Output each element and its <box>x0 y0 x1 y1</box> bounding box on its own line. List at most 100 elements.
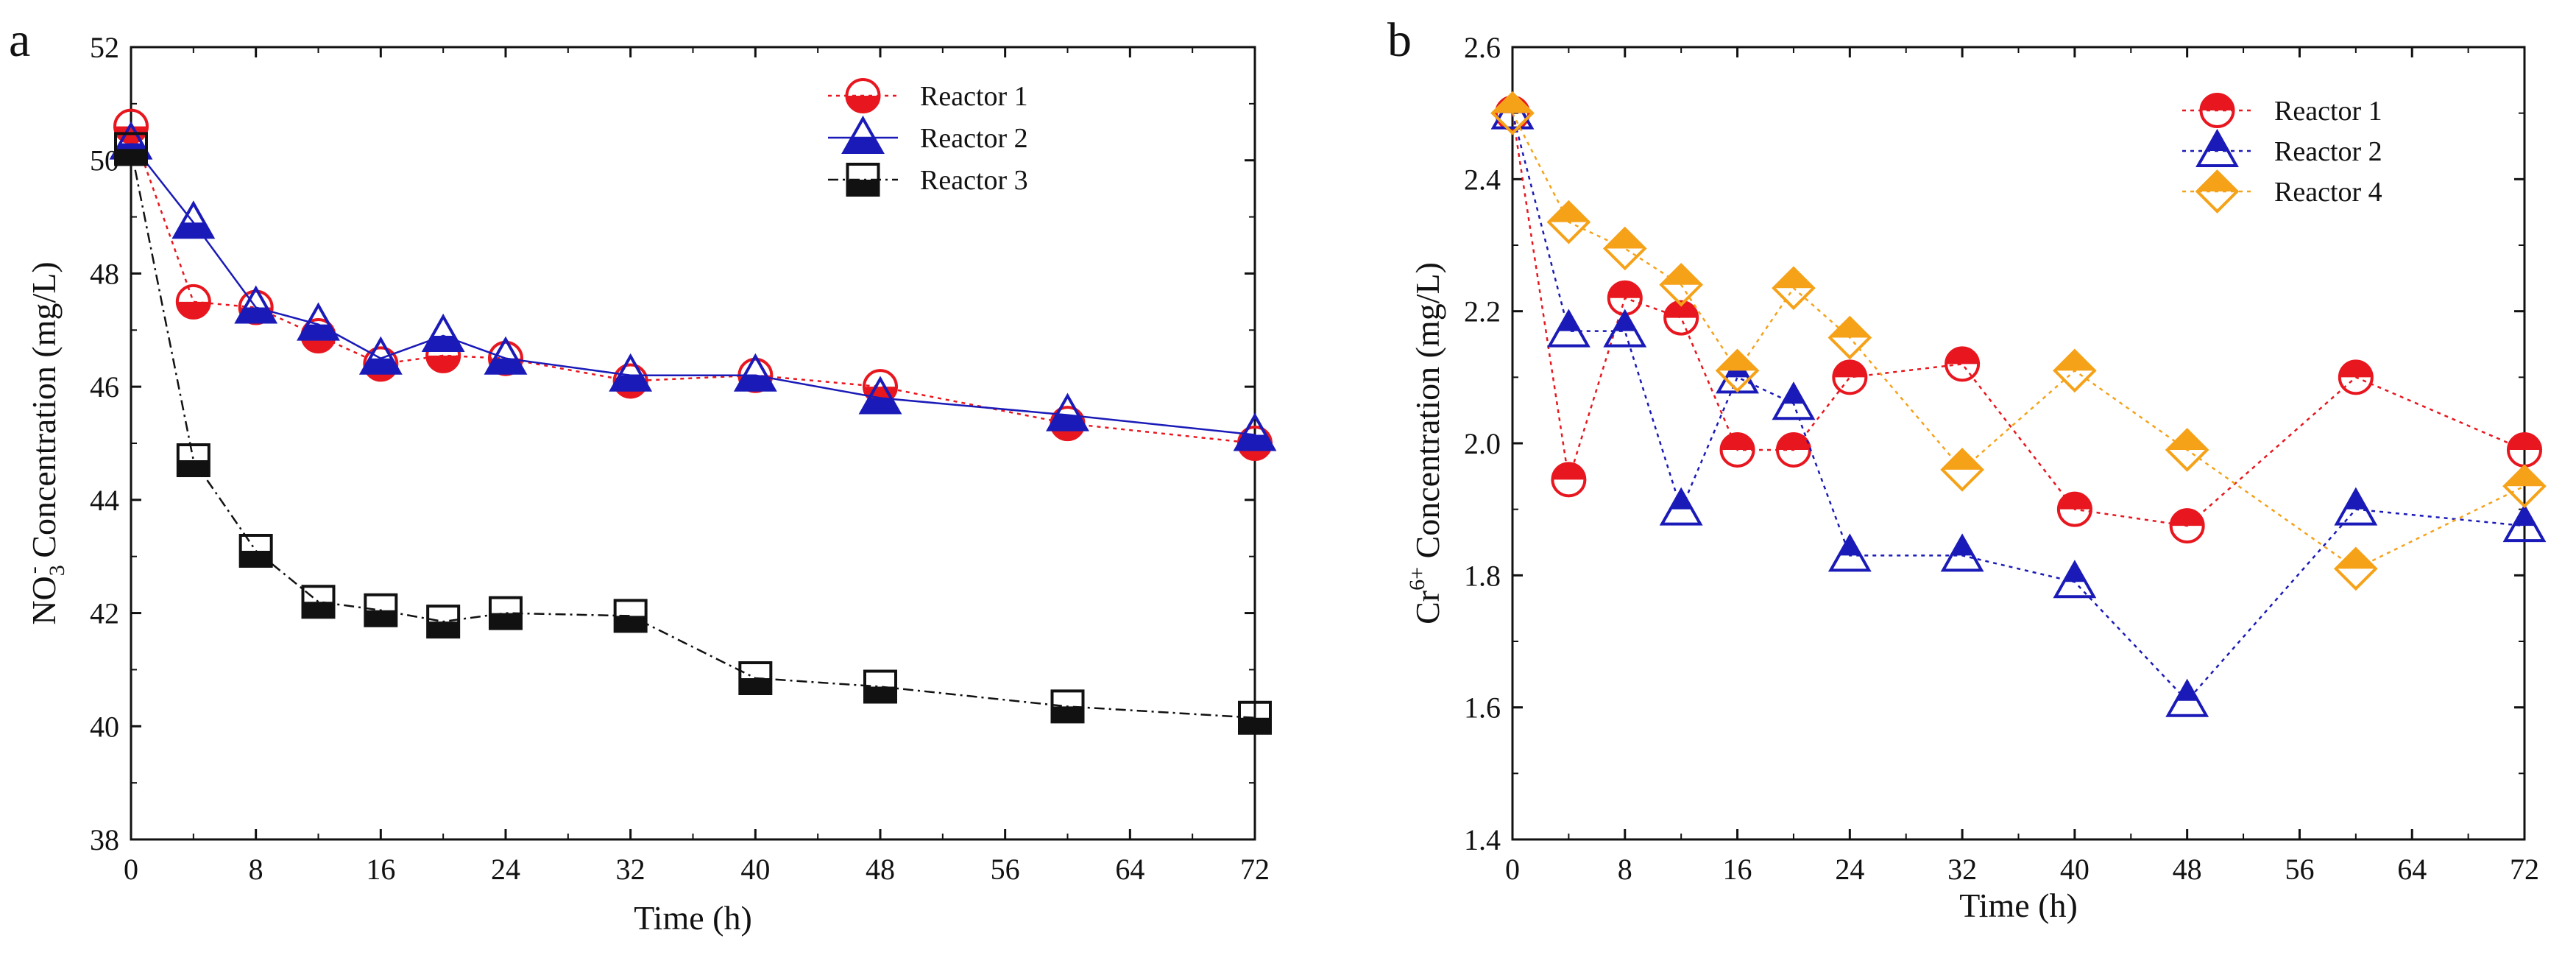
data-point <box>1775 432 1811 468</box>
data-point <box>364 593 398 627</box>
data-point <box>1772 266 1816 311</box>
legend: Reactor 1 Reactor 2 Reactor 3 <box>828 78 1028 197</box>
y-tick-label: 42 <box>90 597 119 630</box>
y-tick-label: 2.6 <box>1464 31 1501 64</box>
legend: Reactor 1 Reactor 2 Reactor 4 <box>2182 93 2382 214</box>
y-tick-label: 1.6 <box>1464 691 1501 725</box>
x-tick-label: 48 <box>2173 853 2202 886</box>
x-tick-label: 48 <box>866 853 895 886</box>
data-point <box>1715 348 1760 393</box>
x-tick-label: 8 <box>249 853 263 886</box>
series-reactor-4 <box>1490 91 2547 591</box>
x-tick-label: 24 <box>1835 853 1864 886</box>
panel-letter: b <box>1387 13 1412 67</box>
x-tick-label: 40 <box>740 853 770 886</box>
x-tick-label: 72 <box>2510 853 2539 886</box>
legend-label: Reactor 1 <box>2274 96 2382 127</box>
data-point <box>2195 128 2239 167</box>
y-axis-title-main: NO <box>25 576 63 624</box>
y-axis-title-rest: Concentration (mg/L) <box>25 261 63 566</box>
x-tick-label: 56 <box>991 853 1020 886</box>
data-point <box>2165 428 2209 472</box>
y-tick-label: 40 <box>90 710 119 743</box>
y-tick-label: 1.8 <box>1464 559 1501 592</box>
data-point <box>421 313 465 352</box>
data-point <box>301 585 336 619</box>
data-point <box>1772 381 1816 420</box>
data-point <box>2502 464 2547 509</box>
x-tick-label: 16 <box>366 853 395 886</box>
data-point <box>1050 689 1085 724</box>
data-point <box>1832 359 1868 395</box>
legend-label: Reactor 1 <box>920 81 1028 112</box>
data-point <box>175 283 211 320</box>
data-point <box>358 336 403 375</box>
data-point <box>2165 678 2209 717</box>
data-point <box>2334 546 2378 591</box>
x-tick-label: 16 <box>1723 853 1752 886</box>
x-tick-label: 72 <box>1240 853 1270 886</box>
x-tick-label: 8 <box>1618 853 1632 886</box>
data-point <box>2195 169 2240 214</box>
data-point <box>1546 309 1590 348</box>
x-tick-label: 0 <box>124 853 138 886</box>
y-tick-label: 1.4 <box>1464 823 1501 856</box>
x-tick-label: 32 <box>1947 853 1977 886</box>
data-point <box>1945 346 1981 382</box>
y-tick-label: 38 <box>90 823 119 856</box>
data-point <box>2199 93 2235 128</box>
y-tick-label: 44 <box>90 484 119 517</box>
data-point <box>2056 491 2092 527</box>
series-line <box>130 126 1256 445</box>
data-point <box>297 302 340 341</box>
y-axis-title: Cr6+ Concentration (mg/L) <box>1405 262 1446 624</box>
series-line <box>130 149 1256 719</box>
chart-panel-b: b 0 8 16 24 32 40 48 56 64 72 1.4 1.6 1.8 2.0 2.2 2.4 2.6… <box>1387 13 2547 924</box>
y-axis-title-sub: 3 <box>45 565 69 576</box>
data-point <box>609 353 653 392</box>
legend-label: Reactor 3 <box>920 165 1028 196</box>
legend-label: Reactor 2 <box>920 123 1028 154</box>
data-point <box>1659 487 1703 526</box>
data-point <box>738 661 773 695</box>
x-tick-label: 64 <box>1115 853 1144 886</box>
y-axis-title: NO3- Concentration (mg/L) <box>21 261 69 624</box>
data-point <box>171 200 216 239</box>
legend-label: Reactor 4 <box>2274 177 2382 208</box>
y-tick-label: 46 <box>90 370 119 404</box>
data-point <box>1602 226 1647 271</box>
data-point <box>234 285 278 324</box>
y-axis-title-sup: - <box>21 566 46 574</box>
series-reactor-2 <box>1490 91 2547 717</box>
y-tick-label: 2.4 <box>1464 163 1501 196</box>
y-axis-title-rest: Concentration (mg/L) <box>1409 262 1446 567</box>
x-tick-label: 32 <box>616 853 645 886</box>
data-point <box>2334 487 2378 526</box>
data-point <box>2338 359 2374 395</box>
x-tick-label: 0 <box>1505 853 1520 886</box>
legend-label: Reactor 2 <box>2274 136 2382 167</box>
panel-letter: a <box>9 13 30 67</box>
data-point <box>2169 508 2205 544</box>
x-tick-label: 24 <box>491 853 520 886</box>
data-point <box>1827 533 1872 572</box>
data-point <box>1238 700 1272 735</box>
data-point <box>114 132 148 166</box>
chart-panel-a: a0 8 16 24 32 40 48 56 64 723840424446485052Time … <box>9 13 1277 937</box>
data-point <box>1663 300 1699 336</box>
x-axis-title: Time (h) <box>634 899 752 937</box>
series-reactor-2 <box>109 121 1277 451</box>
series-line <box>130 142 1256 436</box>
x-tick-label: 40 <box>2060 853 2090 886</box>
data-point <box>176 443 210 478</box>
y-tick-label: 2.0 <box>1464 427 1501 460</box>
data-point <box>1940 448 1984 492</box>
data-point <box>1659 262 1703 307</box>
series-reactor-3 <box>114 132 1272 735</box>
data-point <box>733 353 777 392</box>
data-point <box>426 605 461 639</box>
data-point <box>1940 533 1984 572</box>
data-point <box>238 534 273 568</box>
data-point <box>484 336 528 375</box>
data-point <box>2053 560 2097 599</box>
